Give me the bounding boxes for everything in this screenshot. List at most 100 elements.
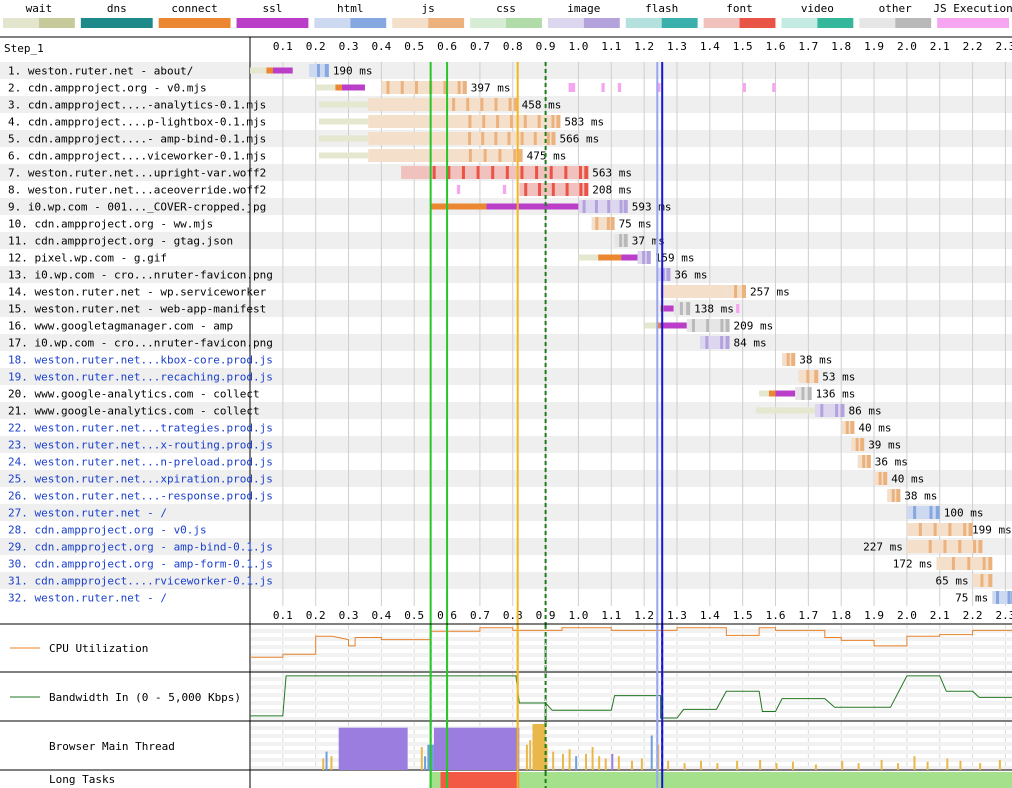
download-chunk (447, 166, 451, 179)
tick-label-bottom: 1.0 (569, 609, 589, 622)
wait-segment (318, 135, 369, 142)
panel-band (251, 637, 1012, 641)
tick-label-bottom: 0.2 (306, 609, 326, 622)
legend-label: flash (645, 2, 678, 15)
row-stripe (0, 555, 1012, 572)
tick-label-bottom: 1.3 (667, 609, 687, 622)
download-chunk (679, 302, 683, 315)
main-thread-spike (575, 756, 578, 770)
download-chunk (996, 591, 1000, 604)
download-chunk (1007, 591, 1011, 604)
row-stripe (0, 368, 1012, 385)
tick-label-bottom: 0.5 (404, 609, 424, 622)
download-chunk (498, 149, 502, 162)
row-stripe (0, 79, 1012, 96)
download-chunk (734, 285, 738, 298)
connect-segment (657, 322, 661, 329)
download-chunk (535, 166, 539, 179)
download-chunk (786, 353, 790, 366)
legend-swatch-dark (817, 18, 854, 28)
download-chunk (973, 540, 977, 553)
request-segment (660, 285, 727, 298)
request-segment (368, 149, 464, 162)
tick-label-top: 0.1 (273, 40, 293, 53)
download-chunk (943, 540, 947, 553)
panel-band (251, 709, 1012, 713)
js-execution-mark (657, 83, 661, 92)
download-chunk (509, 115, 513, 128)
download-tail (988, 574, 993, 587)
request-label: 22. weston.ruter.net...trategies.prod.js (8, 422, 273, 435)
tick-label-bottom: 1.8 (831, 609, 851, 622)
download-tail (686, 302, 691, 315)
panel-band (251, 629, 1012, 633)
legend-swatch-light (547, 18, 584, 28)
tick-label-top: 2.3 (995, 40, 1012, 53)
request-label: 2. cdn.ampproject.org - v0.mjs (8, 82, 207, 95)
request-label: 4. cdn.ampproject....p-lightbox-0.1.mjs (8, 116, 266, 129)
duration-label: 36 ms (674, 269, 707, 282)
download-tail (584, 166, 589, 179)
request-label: 1. weston.ruter.net - about/ (8, 65, 193, 78)
download-chunk (607, 200, 611, 213)
download-chunk (820, 404, 824, 417)
main-thread-block (433, 727, 520, 770)
request-label: 3. cdn.ampproject....-analytics-0.1.mjs (8, 99, 266, 112)
download-chunk (661, 268, 665, 281)
tick-label-top: 2.2 (963, 40, 983, 53)
legend-swatch-light (703, 18, 740, 28)
request-segment (368, 132, 464, 145)
bandwidth-label: Bandwidth In (0 - 5,000 Kbps) (49, 691, 241, 704)
tick-label-top: 1.6 (766, 40, 786, 53)
legend-label: video (801, 2, 834, 15)
panel-band (251, 726, 1012, 730)
main-thread-spike (699, 760, 702, 770)
tick-label-top: 1.2 (634, 40, 654, 53)
download-tail (556, 115, 561, 128)
request-segment (906, 523, 914, 536)
request-label: 31. cdn.ampproject....rviceworker-0.1.js (8, 575, 273, 588)
legend-swatch-dark (661, 18, 698, 28)
js-execution-mark (617, 83, 622, 92)
main-thread-spike (716, 763, 719, 770)
row-stripe (0, 402, 1012, 419)
tick-label-top: 1.9 (864, 40, 884, 53)
main-thread-spike (959, 760, 962, 770)
step-label: Step_1 (4, 42, 44, 55)
panel-band (251, 661, 1012, 665)
tick-label-top: 0.6 (437, 40, 457, 53)
main-thread-spike (552, 751, 555, 770)
main-thread-spike (617, 756, 620, 770)
tick-label-bottom: 0.3 (339, 609, 359, 622)
duration-label: 227 ms (863, 541, 903, 554)
request-segment (906, 540, 924, 553)
ssl-segment (621, 254, 638, 261)
panel-band (251, 758, 1012, 762)
duration-label: 397 ms (471, 82, 511, 95)
panel-band (251, 693, 1012, 697)
legend-label: wait (26, 2, 53, 15)
download-chunk (496, 115, 500, 128)
download-chunk (958, 540, 962, 553)
legend-swatch (236, 18, 309, 28)
long-task-segment (519, 772, 1012, 788)
download-chunk (878, 472, 882, 485)
connect-segment (335, 84, 342, 91)
download-chunk (452, 98, 456, 111)
download-chunk (933, 523, 937, 536)
duration-label: 84 ms (734, 337, 767, 350)
main-thread-spike (330, 756, 333, 770)
row-stripe (0, 538, 1012, 555)
download-tail (866, 455, 871, 468)
request-label: 15. weston.ruter.net - web-app-manifest (8, 303, 266, 316)
tick-label-bottom: 1.1 (601, 609, 621, 622)
download-chunk (461, 166, 465, 179)
tick-label-top: 0.2 (306, 40, 326, 53)
ssl-segment (486, 203, 579, 210)
download-tail (791, 353, 796, 366)
main-thread-spike (880, 759, 883, 770)
download-tail (518, 149, 523, 162)
duration-label: 36 ms (875, 456, 908, 469)
legend-swatch-light (392, 18, 429, 28)
legend-label: html (337, 2, 364, 15)
